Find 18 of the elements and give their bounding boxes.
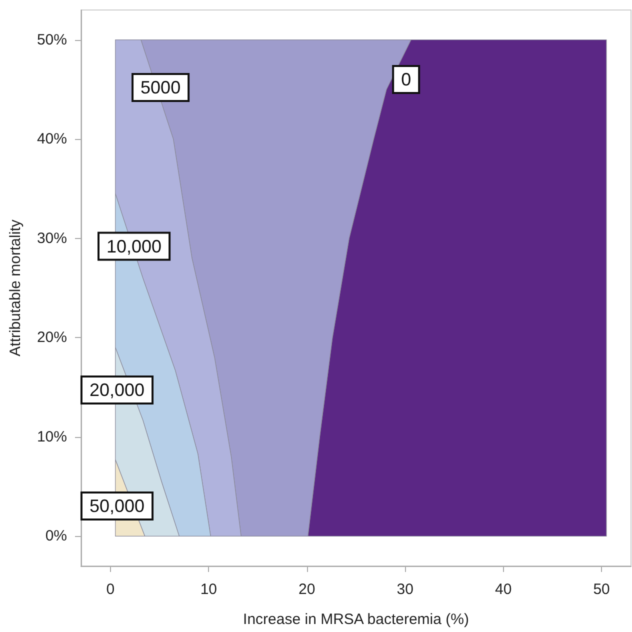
x-axis-title: Increase in MRSA bacteremia (%) — [243, 611, 469, 628]
y-axis-title: Attributable mortality — [7, 219, 24, 356]
x-tick-label: 40 — [494, 581, 512, 598]
y-tick-label: 30% — [36, 230, 67, 247]
y-tick-label: 40% — [36, 130, 67, 148]
annotation: 20,000 — [89, 380, 145, 400]
x-tick-label: 30 — [396, 581, 414, 598]
y-tick-label: 50% — [36, 31, 67, 48]
y-tick-label: 10% — [36, 428, 67, 446]
annotation: 10,000 — [106, 236, 162, 256]
x-tick-label: 0 — [106, 581, 115, 598]
y-tick-label: 0% — [45, 528, 67, 545]
x-tick-label: 20 — [298, 581, 316, 598]
x-tick-label: 50 — [593, 581, 610, 598]
y-tick-label: 20% — [36, 329, 67, 346]
x-tick-label: 10 — [200, 581, 218, 598]
annotation: 5000 — [140, 77, 181, 98]
annotation: 50,000 — [89, 496, 145, 516]
